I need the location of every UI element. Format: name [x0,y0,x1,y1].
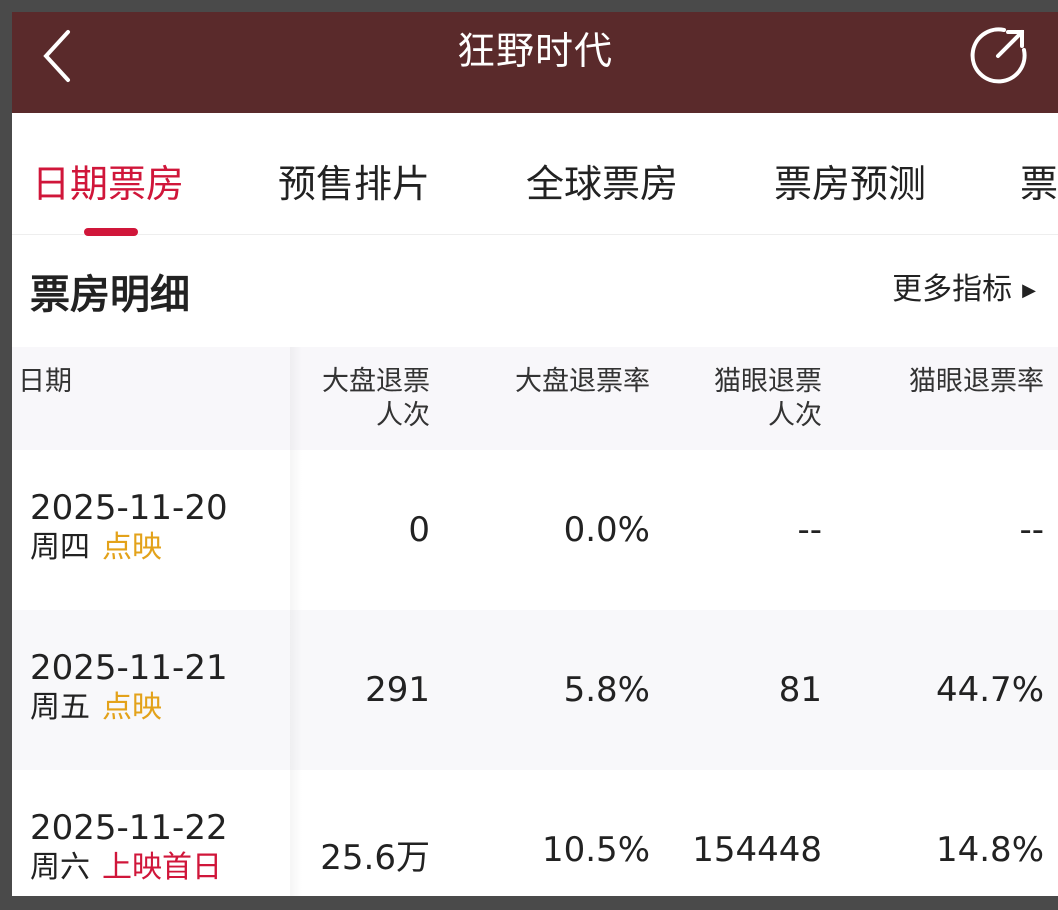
weekday: 周五 [30,690,90,725]
total-refund-count: 0 [408,510,430,550]
date: 2025-11-22 [30,808,228,848]
table-row[interactable]: 2025-11-21 周五 点映 291 5.8% 81 44.7% [12,610,1058,770]
table-header: 日期 大盘退票 人次 大盘退票率 猫眼退票 人次 猫眼退票率 [12,347,1058,450]
header-total-refund-count[interactable]: 大盘退票 人次 [322,366,430,431]
total-refund-count: 291 [365,670,430,710]
sticky-column-shadow [290,347,302,896]
page-title: 狂野时代 [456,29,613,73]
header-maoyan-refund-count[interactable]: 猫眼退票 人次 [714,366,822,431]
tab-daily-box-office[interactable]: 日期票房 [32,162,185,206]
weekday: 周六 [30,850,90,885]
tab-global-box-office[interactable]: 全球票房 [526,162,679,206]
maoyan-refund-rate: 14.8% [935,830,1044,870]
table-row[interactable]: 2025-11-20 周四 点映 0 0.0% -- -- [12,450,1058,610]
release-tag: 点映 [102,530,162,565]
total-refund-count: 25.6万 [320,838,430,878]
date: 2025-11-21 [30,648,228,688]
header-total-refund-rate[interactable]: 大盘退票率 [515,366,650,397]
maoyan-refund-rate: -- [1019,510,1044,550]
more-metrics-button[interactable]: 更多指标 ▶ [892,264,1036,308]
triangle-right-icon: ▶ [1022,280,1036,301]
active-tab-indicator [84,228,138,236]
maoyan-refund-count: 154448 [692,830,822,870]
tab-box-office-forecast[interactable]: 票房预测 [774,162,927,206]
release-tag: 点映 [102,690,162,725]
weekday: 周四 [30,530,90,565]
total-refund-rate: 5.8% [563,670,650,710]
header-maoyan-refund-rate[interactable]: 猫眼退票率 [909,366,1044,397]
top-bar: 狂野时代 [12,12,1058,113]
date: 2025-11-20 [30,488,228,528]
header-date[interactable]: 日期 [18,366,72,397]
box-office-table: 日期 大盘退票 人次 大盘退票率 猫眼退票 人次 猫眼退票率 2025-11-2… [12,347,1058,896]
table-row[interactable]: 2025-11-22 周六 上映首日 25.6万 10.5% 154448 14.8… [12,770,1058,896]
release-tag: 上映首日 [102,850,222,885]
date-cell: 2025-11-20 周四 点映 [30,488,228,568]
maoyan-refund-rate: 44.7% [935,670,1044,710]
total-refund-rate: 0.0% [563,510,650,550]
section-title: 票房明细 [30,272,190,318]
tab-presale-schedule[interactable]: 预售排片 [278,162,431,206]
total-refund-rate: 10.5% [541,830,650,870]
tab-more[interactable]: 票 [1020,162,1058,206]
maoyan-refund-count: 81 [778,670,822,710]
share-icon[interactable] [970,24,1030,84]
tab-bar: 日期票房 预售排片 全球票房 票房预测 票 [12,113,1058,236]
date-cell: 2025-11-22 周六 上映首日 [30,808,228,888]
app-screen: 狂野时代 日期票房 预售排片 全球票房 票房预测 票 票房明细 更多指标 ▶ 日期… [12,12,1058,896]
date-cell: 2025-11-21 周五 点映 [30,648,228,728]
chevron-left-icon[interactable] [38,26,78,86]
more-metrics-label: 更多指标 [892,272,1013,307]
maoyan-refund-count: -- [797,510,822,550]
